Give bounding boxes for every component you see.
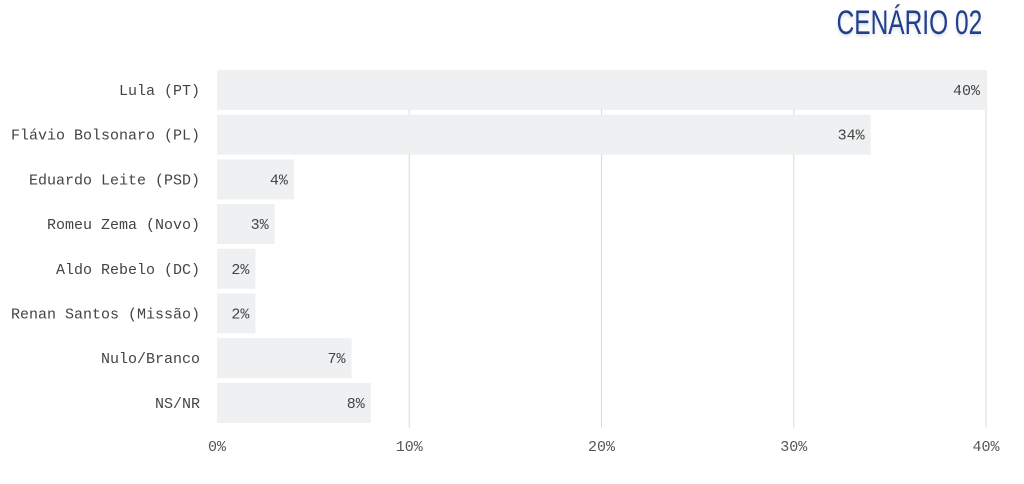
data-label: 40% [953,83,981,100]
bar [217,204,275,245]
bar [217,114,871,155]
category-label: NS/NR [155,396,200,413]
x-tick-label: 30% [780,439,808,456]
category-label: Lula (PT) [119,83,200,100]
data-label: 2% [231,307,250,324]
bar [217,159,294,200]
x-tick-label: 0% [208,439,227,456]
bar [217,338,352,379]
data-label: 7% [328,351,347,368]
bar [217,248,256,289]
chart-title: CENÁRIO 02 [836,4,982,42]
category-label: Romeu Zema (Novo) [47,217,200,234]
category-label: Renan Santos (Missão) [11,307,200,324]
data-label: 8% [347,396,366,413]
category-label: Eduardo Leite (PSD) [29,172,200,189]
x-tick-label: 10% [396,439,424,456]
bar [217,293,256,334]
data-label: 4% [270,172,289,189]
data-label: 34% [838,128,866,145]
data-label: 3% [251,217,270,234]
category-label: Nulo/Branco [101,351,200,368]
data-label: 2% [231,262,250,279]
bar [217,70,986,110]
bar [217,382,371,423]
x-tick-label: 40% [972,439,1000,456]
x-tick-label: 20% [588,439,616,456]
category-label: Flávio Bolsonaro (PL) [11,128,200,145]
category-label: Aldo Rebelo (DC) [56,262,200,279]
